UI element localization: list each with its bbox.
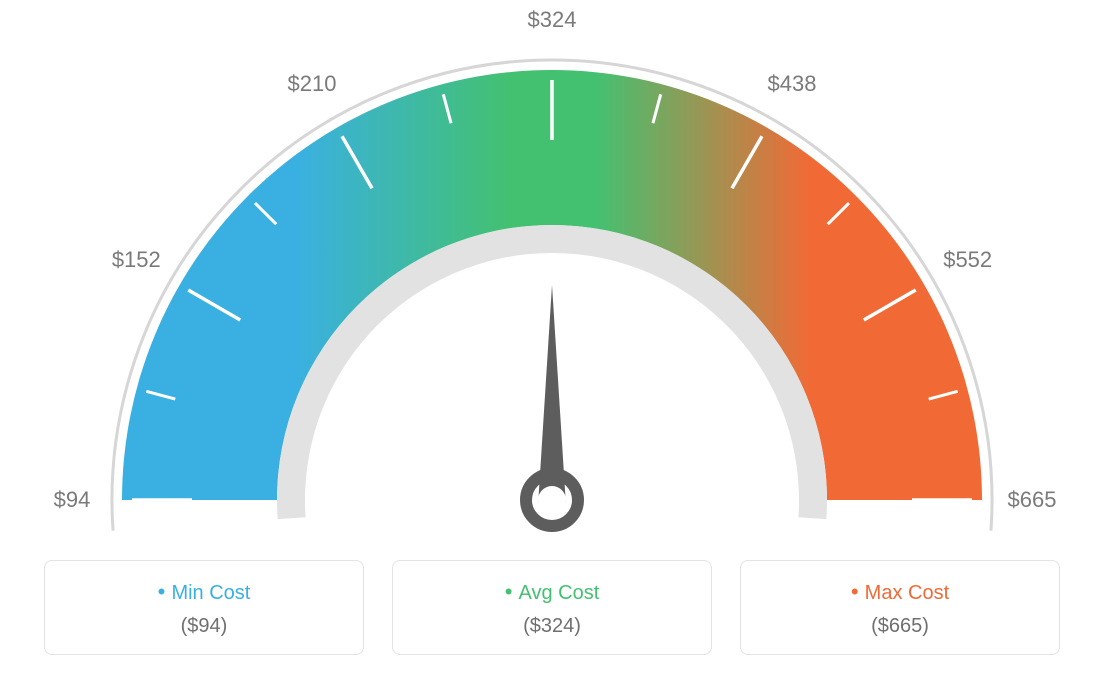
gauge-tick-label: $152 [112,247,161,273]
gauge-svg [0,0,1104,560]
gauge-tick-label: $94 [54,487,91,513]
legend-card-min: Min Cost ($94) [44,560,364,655]
legend-max-value: ($665) [751,615,1049,638]
gauge-tick-label: $324 [528,7,577,33]
gauge-tick-label: $552 [943,247,992,273]
legend-row: Min Cost ($94) Avg Cost ($324) Max Cost … [0,560,1104,655]
legend-card-avg: Avg Cost ($324) [392,560,712,655]
legend-card-max: Max Cost ($665) [740,560,1060,655]
legend-min-value: ($94) [55,615,353,638]
legend-avg-label: Avg Cost [403,579,701,605]
legend-max-label: Max Cost [751,579,1049,605]
legend-avg-value: ($324) [403,615,701,638]
gauge-chart: $94 $152 $210 $324 $438 $552 $665 [0,0,1104,560]
gauge-tick-label: $438 [768,71,817,97]
legend-min-label: Min Cost [55,579,353,605]
gauge-tick-label: $210 [288,71,337,97]
gauge-tick-label: $665 [1008,487,1057,513]
